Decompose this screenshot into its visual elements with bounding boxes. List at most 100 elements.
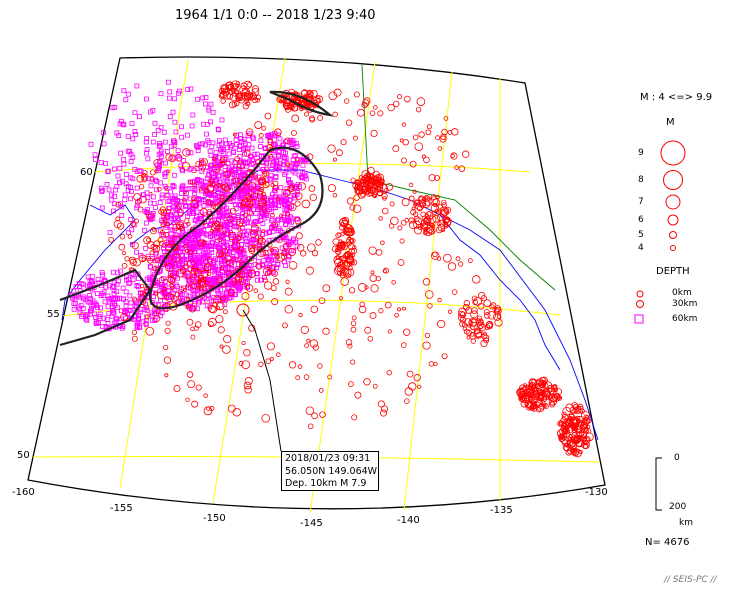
earthquake-marker — [257, 144, 263, 149]
earthquake-marker — [202, 249, 208, 255]
earthquake-marker — [109, 197, 115, 203]
earthquake-marker — [278, 228, 283, 234]
earthquake-marker — [580, 419, 585, 424]
earthquake-marker — [245, 160, 250, 166]
earthquake-marker — [187, 259, 196, 268]
earthquake-marker — [81, 294, 87, 300]
earthquake-marker — [168, 236, 174, 242]
earthquake-marker — [137, 114, 142, 120]
earthquake-marker — [244, 376, 253, 386]
earthquake-marker — [153, 240, 161, 248]
earthquake-marker — [197, 226, 203, 232]
earthquake-marker — [163, 232, 170, 238]
software-credit: // SEIS-PC // — [664, 575, 717, 585]
earthquake-marker — [186, 284, 192, 290]
earthquake-marker — [255, 219, 261, 224]
earthquake-marker — [441, 353, 448, 360]
earthquake-marker — [165, 199, 171, 205]
earthquake-marker — [132, 317, 138, 322]
earthquake-marker — [128, 300, 134, 306]
earthquake-marker — [199, 182, 205, 188]
map-frame — [27, 56, 606, 510]
earthquake-marker — [240, 204, 246, 209]
earthquake-marker — [278, 161, 283, 167]
earthquake-marker — [211, 166, 217, 172]
earthquake-marker — [562, 406, 571, 416]
earthquake-marker — [390, 216, 399, 226]
earthquake-marker — [428, 174, 436, 182]
earthquake-marker — [188, 253, 194, 259]
earthquake-marker — [228, 222, 233, 227]
earthquake-marker — [84, 312, 90, 317]
earthquake-marker — [570, 421, 576, 428]
earthquake-marker — [190, 282, 197, 290]
earthquake-marker — [343, 268, 352, 278]
earthquake-marker — [153, 177, 159, 183]
earthquake-marker — [428, 361, 434, 367]
earthquake-marker — [202, 101, 208, 107]
earthquake-marker — [188, 250, 194, 256]
earthquake-marker — [350, 259, 358, 266]
earthquake-marker — [305, 266, 315, 275]
earthquake-marker — [229, 292, 235, 297]
earthquake-marker — [370, 129, 378, 138]
earthquake-marker — [266, 132, 272, 138]
earthquake-marker — [106, 187, 112, 193]
earthquake-marker — [233, 137, 239, 143]
earthquake-marker — [173, 129, 179, 135]
earthquake-marker — [231, 83, 238, 91]
earthquake-marker — [350, 326, 357, 333]
earthquake-marker — [420, 211, 426, 218]
earthquake-marker — [196, 249, 202, 255]
earthquake-marker — [289, 184, 295, 190]
earthquake-marker — [210, 222, 220, 232]
earthquake-marker — [134, 83, 140, 89]
earthquake-marker — [282, 242, 290, 250]
earthquake-marker — [397, 307, 402, 312]
earthquake-marker — [131, 296, 138, 302]
earthquake-marker — [134, 283, 140, 289]
earthquake-marker — [529, 404, 536, 411]
earthquake-marker — [238, 233, 243, 238]
earthquake-marker — [169, 273, 175, 278]
earthquake-marker — [402, 138, 409, 146]
earthquake-marker — [220, 252, 226, 258]
earthquake-marker — [99, 324, 105, 329]
earthquake-marker — [156, 152, 162, 157]
earthquake-marker — [538, 380, 546, 388]
earthquake-marker — [111, 166, 117, 172]
earthquake-marker — [385, 183, 394, 191]
earthquake-marker — [187, 167, 193, 173]
earthquake-marker — [443, 207, 450, 214]
earthquake-marker — [221, 150, 227, 156]
earthquake-marker — [141, 169, 148, 176]
earthquake-marker — [283, 156, 289, 161]
earthquake-marker — [240, 187, 246, 193]
earthquake-marker — [212, 156, 217, 161]
earthquake-marker — [112, 104, 118, 110]
earthquake-marker — [406, 370, 414, 378]
earthquake-marker — [123, 181, 129, 187]
earthquake-marker — [317, 115, 324, 121]
earthquake-marker — [212, 177, 218, 183]
earthquake-marker — [284, 137, 291, 145]
earthquake-marker — [265, 133, 271, 139]
earthquake-marker — [260, 221, 266, 226]
earthquake-marker — [283, 222, 289, 228]
earthquake-marker — [348, 265, 353, 271]
earthquake-marker — [440, 228, 446, 233]
earthquake-marker — [123, 289, 129, 295]
magnitude-label: 6 — [638, 215, 644, 225]
earthquake-marker — [128, 151, 134, 157]
earthquake-marker — [227, 288, 235, 296]
earthquake-marker — [378, 216, 383, 221]
earthquake-marker — [475, 331, 483, 339]
earthquake-marker — [245, 189, 250, 195]
earthquake-marker — [463, 328, 470, 335]
earthquake-marker — [282, 210, 288, 216]
earthquake-marker — [397, 259, 405, 266]
earthquake-marker — [238, 96, 243, 102]
earthquake-marker — [271, 222, 278, 229]
earthquake-marker — [134, 249, 139, 255]
earthquake-marker — [251, 88, 260, 96]
